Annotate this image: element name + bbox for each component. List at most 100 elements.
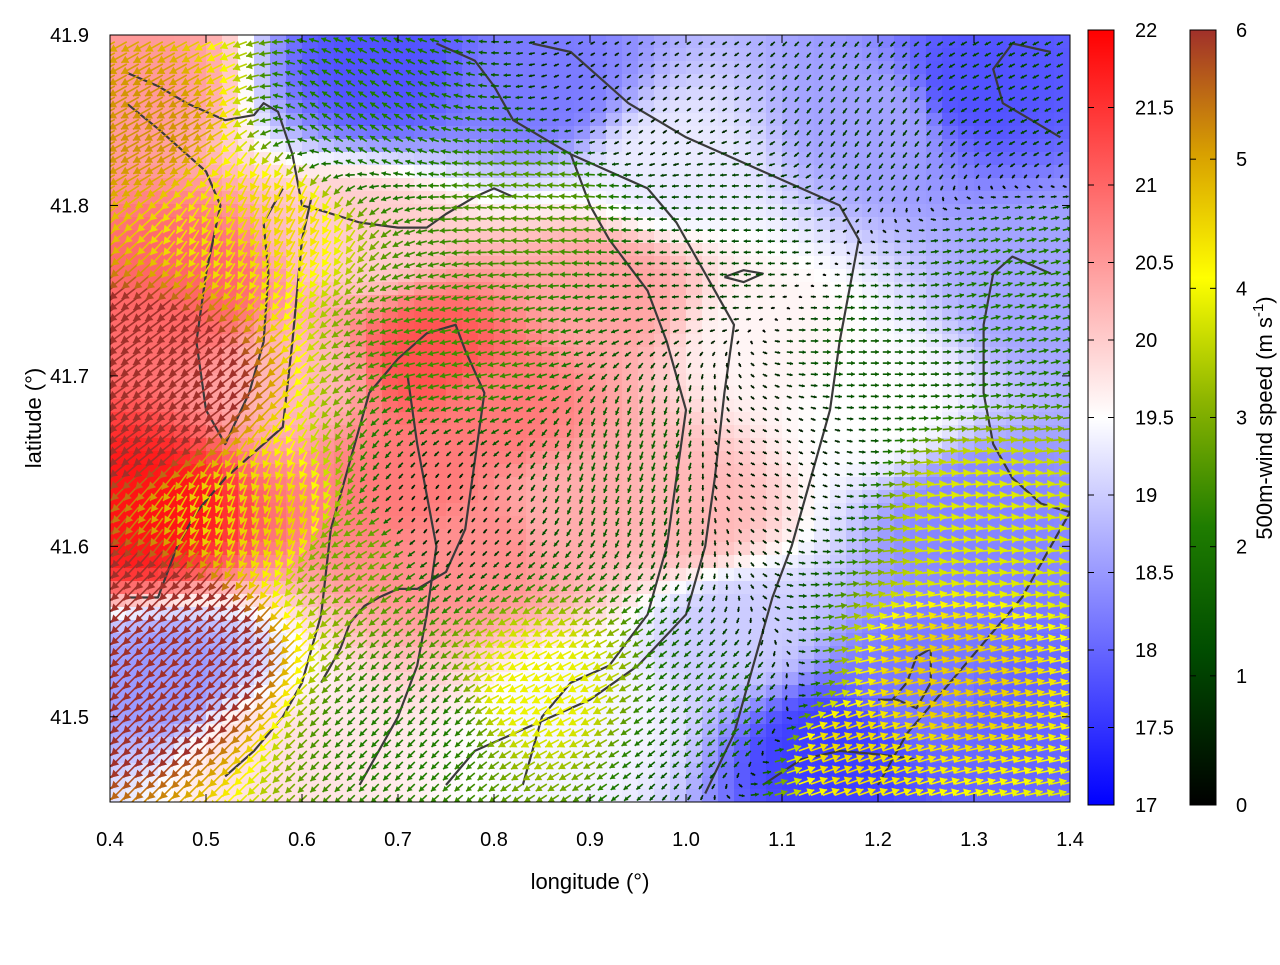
temperature-cell: [942, 386, 959, 400]
temperature-cell: [830, 360, 847, 374]
temperature-cell: [990, 490, 1007, 504]
temperature-cell: [798, 659, 815, 673]
temperature-cell: [558, 269, 575, 283]
temperature-cell: [878, 347, 895, 361]
temperature-cell: [718, 646, 735, 660]
temperature-cell: [830, 113, 847, 127]
temperature-cell: [766, 451, 783, 465]
temperature-cell: [942, 61, 959, 75]
temperature-cell: [510, 529, 527, 543]
temperature-cell: [814, 165, 831, 179]
temperature-cell: [606, 191, 623, 205]
temperature-cell: [622, 581, 639, 595]
temperature-cell: [718, 282, 735, 296]
temperature-cell: [750, 503, 767, 517]
temperature-cell: [814, 399, 831, 413]
temperature-cell: [350, 672, 367, 686]
temperature-cell: [510, 243, 527, 257]
temperature-cell: [686, 165, 703, 179]
temperature-cell: [734, 347, 751, 361]
temperature-cell: [398, 581, 415, 595]
temperature-cell: [606, 477, 623, 491]
temperature-cell: [1006, 412, 1023, 426]
temperature-cell: [734, 178, 751, 192]
temperature-cell: [894, 542, 911, 556]
temperature-cell: [526, 48, 543, 62]
temperature-cell: [814, 178, 831, 192]
temperature-cell: [750, 74, 767, 88]
temperature-cell: [526, 477, 543, 491]
temperature-cell: [734, 542, 751, 556]
temperature-cell: [670, 243, 687, 257]
temperature-cell: [606, 425, 623, 439]
temperature-cell: [734, 737, 751, 751]
temperature-cell: [1038, 191, 1055, 205]
temperature-cell: [910, 61, 927, 75]
temperature-cell: [990, 464, 1007, 478]
temperature-cell: [590, 35, 607, 49]
temperature-cell: [702, 594, 719, 608]
temperature-cell: [926, 191, 943, 205]
temperature-cell: [654, 451, 671, 465]
temperature-cell: [1038, 347, 1055, 361]
temperature-cell: [846, 178, 863, 192]
temperature-cell: [670, 48, 687, 62]
temperature-cell: [958, 48, 975, 62]
temperature-cell: [446, 594, 463, 608]
temperature-cell: [670, 204, 687, 218]
temperature-cell: [446, 165, 463, 179]
temperature-cell: [654, 438, 671, 452]
temperature-cell: [1054, 61, 1071, 75]
temperature-cell: [574, 555, 591, 569]
temperature-cell: [606, 464, 623, 478]
temperature-cell: [1022, 61, 1039, 75]
temperature-cell: [270, 750, 287, 764]
temperature-cell: [510, 126, 527, 140]
temperature-cell: [830, 269, 847, 283]
temperature-cell: [1022, 139, 1039, 153]
temperature-cell: [190, 165, 207, 179]
temperature-cell: [958, 425, 975, 439]
temperature-cell: [894, 165, 911, 179]
temperature-cell: [926, 152, 943, 166]
temperature-cell: [1054, 178, 1071, 192]
temperature-cell: [558, 451, 575, 465]
temperature-cell: [350, 230, 367, 244]
temperature-cell: [862, 425, 879, 439]
temperature-cell: [558, 464, 575, 478]
temperature-cell: [702, 789, 719, 803]
temperature-cell: [590, 269, 607, 283]
temperature-cell: [766, 542, 783, 556]
temperature-cell: [1022, 204, 1039, 218]
temperature-cell: [702, 48, 719, 62]
temperature-cell: [414, 412, 431, 426]
temperature-cell: [366, 165, 383, 179]
temperature-cell: [222, 165, 239, 179]
temperature-cell: [686, 334, 703, 348]
temperature-cell: [558, 477, 575, 491]
temperature-cell: [686, 373, 703, 387]
temperature-cell: [462, 243, 479, 257]
temperature-cell: [606, 126, 623, 140]
temperature-cell: [1054, 308, 1071, 322]
temperature-cell: [686, 61, 703, 75]
temperature-cell: [734, 204, 751, 218]
temperature-cell: [558, 87, 575, 101]
temperature-cell: [862, 542, 879, 556]
temperature-cell: [718, 204, 735, 218]
temperature-cell: [846, 360, 863, 374]
temperature-cell: [1038, 607, 1055, 621]
temperature-cell: [558, 100, 575, 114]
temperature-cell: [814, 477, 831, 491]
temperature-cell: [846, 61, 863, 75]
temperature-cell: [654, 100, 671, 114]
temperature-cell: [414, 178, 431, 192]
temperature-cell: [766, 126, 783, 140]
temperature-cell: [750, 360, 767, 374]
temperature-cell: [798, 269, 815, 283]
temperature-cell: [718, 477, 735, 491]
temperature-cell: [894, 100, 911, 114]
temperature-cell: [670, 61, 687, 75]
temperature-cell: [766, 360, 783, 374]
